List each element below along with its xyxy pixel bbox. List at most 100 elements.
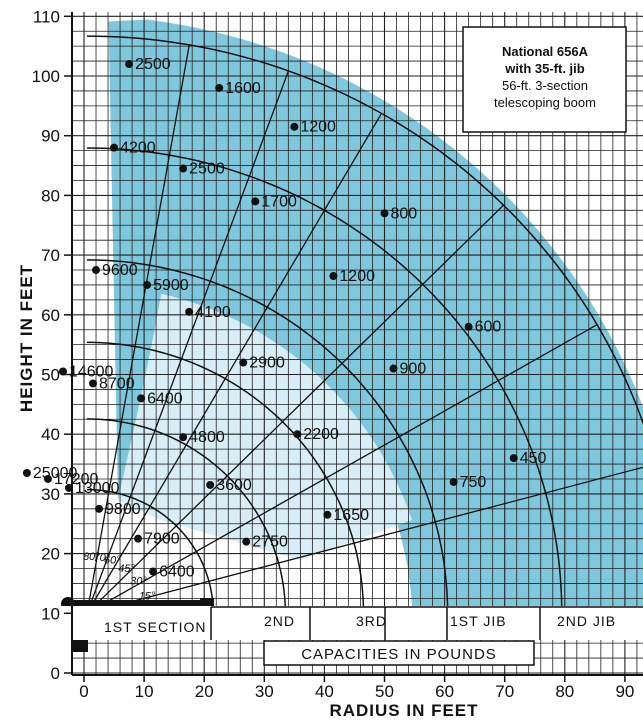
boom-ray-15: [86, 466, 643, 614]
capacity-label: 7900: [144, 531, 180, 548]
capacity-label: 2500: [135, 56, 171, 73]
radius-arc-3: [87, 341, 365, 608]
capacity-label: 8700: [99, 375, 135, 392]
capacity-label: 25000: [33, 465, 78, 482]
legend-line-4: telescoping boom: [494, 95, 596, 110]
capacity-point: [206, 480, 215, 489]
capacity-label: 1200: [339, 268, 375, 285]
boom-ray-70: [86, 70, 290, 614]
capacity-label: 450: [520, 450, 547, 467]
capacity-point: [251, 197, 260, 206]
x-tick-labels: 0 10 20 30 40 50 60 70 80 90: [79, 675, 634, 701]
capacity-point: [242, 537, 251, 546]
boom-angle-label: 60°: [104, 555, 121, 567]
x-tick-label: 20: [195, 682, 214, 701]
capacity-label: 2200: [303, 426, 339, 443]
capacity-label: 2900: [249, 355, 285, 372]
capacity-label: 4800: [189, 429, 225, 446]
boom-angle-rays: 80°70°60°45°30° 15°: [83, 44, 643, 614]
y-tick-label: 30: [41, 485, 60, 504]
capacity-label: 9600: [102, 262, 138, 279]
boom-angle-label: 15°: [139, 591, 156, 603]
capacity-label: 6400: [147, 390, 183, 407]
capacity-point: [509, 454, 518, 463]
capacity-label: 17200: [54, 471, 99, 488]
capacity-point: [95, 504, 104, 513]
section-label-2nd: 2ND: [264, 613, 295, 629]
boom-ray-80: [86, 44, 190, 614]
capacity-point: [58, 367, 67, 376]
capacity-point: [464, 322, 473, 331]
capacities-box: CAPACITIES IN POUNDS: [263, 640, 535, 666]
x-tick-label: 30: [255, 682, 274, 701]
x-tick-label: 60: [435, 682, 454, 701]
boom-angle-label: 45°: [118, 563, 135, 575]
section-label-3rd: 3RD: [356, 613, 387, 629]
capacity-point: [293, 430, 302, 439]
x-tick-label: 40: [315, 682, 334, 701]
boom-angle-label: 70°: [94, 552, 111, 564]
section-label-2nd-jib: 2ND JIB: [557, 613, 616, 629]
capacity-point: [329, 271, 338, 280]
y-tick-label: 40: [41, 425, 60, 444]
section-label-1st: 1ST SECTION: [104, 619, 207, 635]
section-strip: [60, 606, 643, 640]
y-tick-label: 100: [32, 67, 60, 86]
capacity-label: 4200: [120, 140, 156, 157]
y-tick-label: 80: [41, 186, 60, 205]
y-tick-label: 70: [41, 246, 60, 265]
boom-angle-label: 80°: [83, 551, 100, 563]
x-axis-title: RADIUS IN FEET: [329, 701, 478, 720]
capacity-point: [22, 469, 31, 478]
x-tick-label: 80: [555, 682, 574, 701]
capacity-point: [380, 209, 389, 218]
capacity-point: [185, 307, 194, 316]
boom-ray-30: [86, 324, 598, 614]
y-tick-label: 10: [41, 604, 60, 623]
capacity-label: 1200: [300, 119, 336, 136]
x-tick-label: 70: [495, 682, 514, 701]
capacity-point: [125, 60, 134, 69]
capacity-point: [43, 474, 52, 483]
y-axis-title: HEIGHT IN FEET: [17, 264, 36, 412]
radius-arc-5: [86, 147, 563, 608]
y-tick-label: 90: [41, 127, 60, 146]
capacity-label: 800: [391, 205, 418, 222]
capacities-title: CAPACITIES IN POUNDS: [301, 646, 497, 663]
x-tick-label: 90: [615, 682, 634, 701]
capacity-point: [64, 483, 73, 492]
capacity-point: [134, 534, 143, 543]
y-tick-label: 50: [41, 366, 60, 385]
capacity-point: [89, 379, 98, 388]
capacity-point: [215, 83, 224, 92]
legend: National 656A with 35-ft. jib 56-ft. 3-s…: [462, 26, 627, 133]
capacity-point: [239, 358, 248, 367]
boom-ray-45: [86, 204, 504, 614]
x-tick-label: 50: [375, 682, 394, 701]
y-tick-label: 60: [41, 306, 60, 325]
capacity-point: [179, 164, 188, 173]
section-label-1st-jib: 1ST JIB: [450, 613, 507, 629]
capacity-label: 9800: [105, 501, 141, 518]
capacity-label: 1650: [333, 507, 369, 524]
capacity-point: [92, 266, 101, 275]
capacity-label: 1600: [225, 80, 261, 97]
boom-angle-label: 30°: [130, 575, 147, 587]
capacity-zone-dark: [108, 19, 643, 607]
legend-line-1: National 656A: [502, 44, 589, 59]
capacity-label: 3600: [216, 477, 252, 494]
x-tick-label: 10: [135, 682, 154, 701]
y-tick-label: 0: [51, 664, 60, 683]
radius-arc-6: [86, 35, 643, 426]
capacity-label: 5900: [153, 277, 189, 294]
capacity-point: [449, 477, 458, 486]
legend-line-3: 56-ft. 3-section: [502, 78, 588, 93]
x-tick-label: 0: [79, 682, 88, 701]
capacity-label: 2500: [189, 161, 225, 178]
capacity-label: 1700: [261, 193, 297, 210]
capacity-point: [149, 567, 158, 576]
capacity-label: 600: [475, 319, 502, 336]
section-labels: 1ST SECTION 2ND 3RD 1ST JIB 2ND JIB: [104, 613, 616, 635]
capacity-label: 6400: [159, 564, 195, 581]
